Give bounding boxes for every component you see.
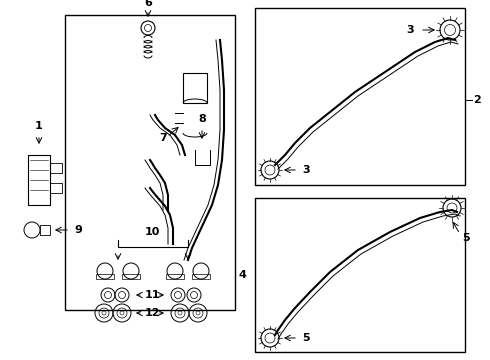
Text: 3: 3: [302, 165, 310, 175]
Text: 3: 3: [406, 25, 414, 35]
Bar: [192, 274, 210, 279]
Bar: [40, 225, 50, 235]
Text: 6: 6: [144, 0, 152, 8]
Text: 8: 8: [198, 114, 206, 124]
Bar: [166, 274, 184, 279]
Text: 7: 7: [159, 133, 167, 143]
Bar: [122, 274, 140, 279]
Bar: [255, 8, 465, 185]
Bar: [50, 183, 62, 193]
Bar: [65, 15, 235, 310]
Bar: [28, 155, 50, 205]
Text: 5: 5: [462, 233, 469, 243]
Bar: [50, 163, 62, 173]
Text: 11: 11: [144, 290, 160, 300]
Text: 1: 1: [35, 121, 43, 131]
Bar: [96, 274, 114, 279]
Text: 9: 9: [74, 225, 82, 235]
Text: 2: 2: [473, 95, 481, 105]
Bar: [183, 73, 207, 103]
Text: 10: 10: [145, 227, 160, 237]
Text: 12: 12: [144, 308, 160, 318]
Text: 4: 4: [238, 270, 246, 280]
Bar: [255, 198, 465, 352]
Text: 5: 5: [302, 333, 310, 343]
